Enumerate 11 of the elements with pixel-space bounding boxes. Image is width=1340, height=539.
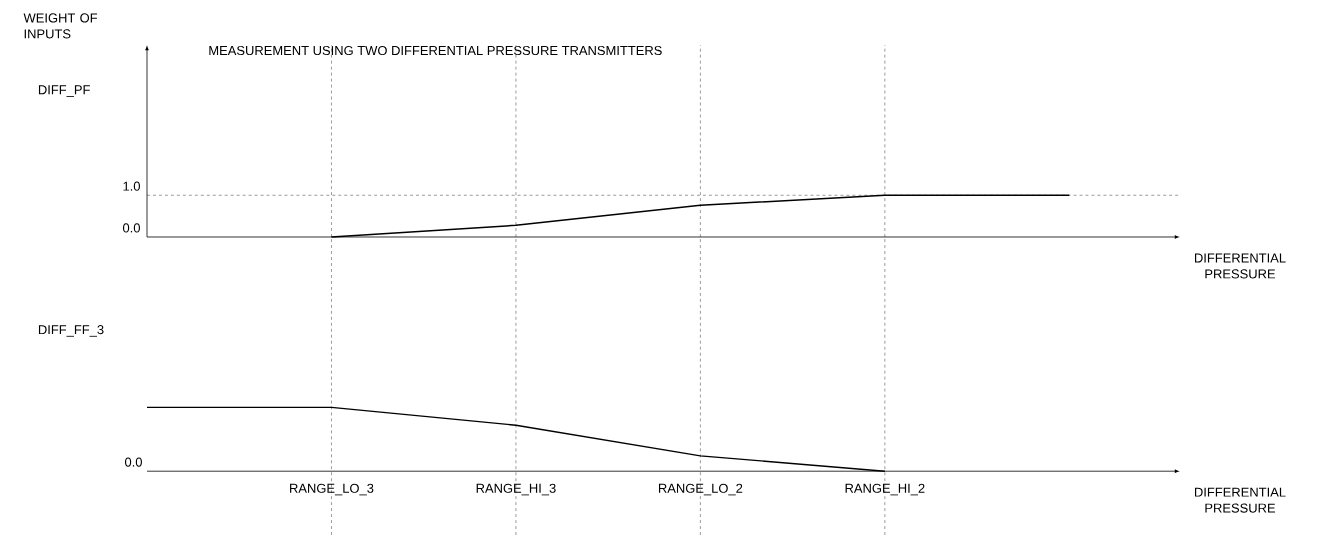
y-axis-title: WEIGHT OF INPUTS [23, 13, 98, 39]
chart-title: MEASUREMENT USING TWO DIFFERENTIAL PRESSURE TRANSMITTERS [209, 45, 662, 56]
x-tick-label: RANGE_LO_2 [658, 483, 743, 496]
x-axis-title: DIFFERENTIAL PRESSURE [1194, 253, 1286, 279]
x-tick-label: RANGE_LO_3 [290, 483, 374, 496]
x-tick-label: RANGE_HI_3 [476, 483, 556, 496]
text: DIFF_PF [38, 85, 90, 97]
x-tick-label: RANGE_HI_2 [845, 483, 925, 496]
text: DIFF_FF_3 [38, 325, 104, 337]
y-tick-label: 1.0 [123, 181, 140, 191]
x-axis-title: DIFFERENTIAL PRESSURE [1194, 487, 1286, 513]
